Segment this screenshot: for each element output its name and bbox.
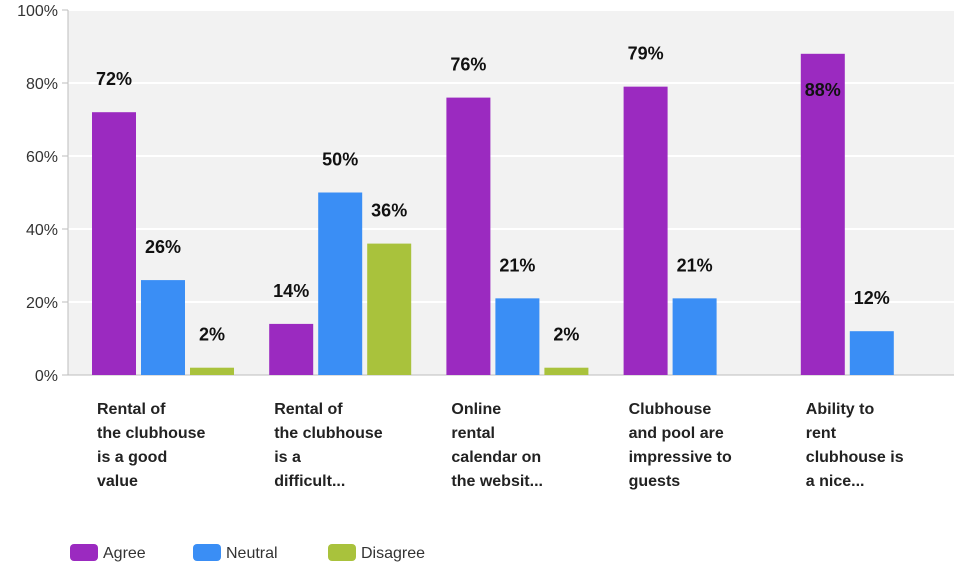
bar-agree: [92, 112, 136, 375]
bar-agree: [269, 323, 314, 375]
category-label: Rental of: [274, 401, 343, 418]
category-label: impressive to: [629, 449, 732, 466]
category-label: guests: [629, 473, 681, 490]
data-label: 36%: [371, 201, 407, 221]
bar-agree: [446, 97, 491, 375]
data-label: 72%: [96, 69, 132, 89]
bar-disagree: [367, 243, 412, 375]
legend-label: Agree: [103, 545, 146, 562]
data-label: 88%: [805, 80, 841, 100]
bar-agree: [623, 86, 668, 376]
category-label: the clubhouse: [274, 425, 383, 442]
category-label: and pool are: [629, 425, 724, 442]
y-tick-label: 0%: [35, 368, 58, 385]
bar-neutral: [849, 331, 894, 375]
bar-disagree: [190, 367, 234, 375]
legend: Agree Neutral Disagree: [70, 544, 425, 562]
category-label: Rental of: [97, 401, 166, 418]
category-label: value: [97, 473, 138, 490]
data-label: 79%: [628, 44, 664, 64]
bars: [92, 53, 894, 376]
category-label: rent: [806, 425, 837, 442]
data-label: 21%: [677, 255, 713, 275]
data-label: 2%: [553, 325, 579, 345]
category-label: clubhouse is: [806, 449, 904, 466]
category-label: the websit...: [451, 473, 543, 490]
legend-label: Neutral: [226, 545, 278, 562]
category-label: Clubhouse: [629, 401, 712, 418]
category-label: difficult...: [274, 473, 345, 490]
bar-neutral: [495, 298, 540, 375]
data-label: 2%: [199, 325, 225, 345]
bar-neutral: [141, 280, 185, 375]
legend-swatch-agree: [70, 544, 98, 561]
y-tick-label: 100%: [17, 3, 58, 20]
data-label: 12%: [854, 288, 890, 308]
x-axis: Rental of the clubhouse is a good value Rent…: [97, 401, 904, 490]
data-label: 26%: [145, 237, 181, 257]
y-tick-label: 60%: [26, 149, 58, 166]
bar-agree: [800, 53, 845, 376]
category-label: is a: [274, 449, 301, 466]
legend-swatch-neutral: [193, 544, 221, 561]
data-labels: 72% 26% 2% 14% 50% 36% 76% 21% 2% 79% 21% 88% 12%: [96, 44, 890, 345]
bar-disagree: [544, 367, 589, 375]
category-label: is a good: [97, 449, 167, 466]
data-label: 76%: [450, 55, 486, 75]
legend-label: Disagree: [361, 545, 425, 562]
y-tick-label: 20%: [26, 295, 58, 312]
y-axis: 0% 20% 40% 60% 80% 100%: [17, 3, 954, 385]
y-tick-label: 80%: [26, 76, 58, 93]
data-label: 21%: [499, 255, 535, 275]
data-label: 50%: [322, 150, 358, 170]
bar-neutral: [318, 192, 363, 375]
category-label: Ability to: [806, 401, 875, 418]
bar-neutral: [672, 298, 717, 375]
category-label: a nice...: [806, 473, 865, 490]
category-label: calendar on: [451, 449, 541, 466]
legend-swatch-disagree: [328, 544, 356, 561]
y-tick-label: 40%: [26, 222, 58, 239]
category-label: rental: [451, 425, 495, 442]
category-label: the clubhouse: [97, 425, 206, 442]
category-label: Online: [451, 401, 501, 418]
data-label: 14%: [273, 281, 309, 301]
